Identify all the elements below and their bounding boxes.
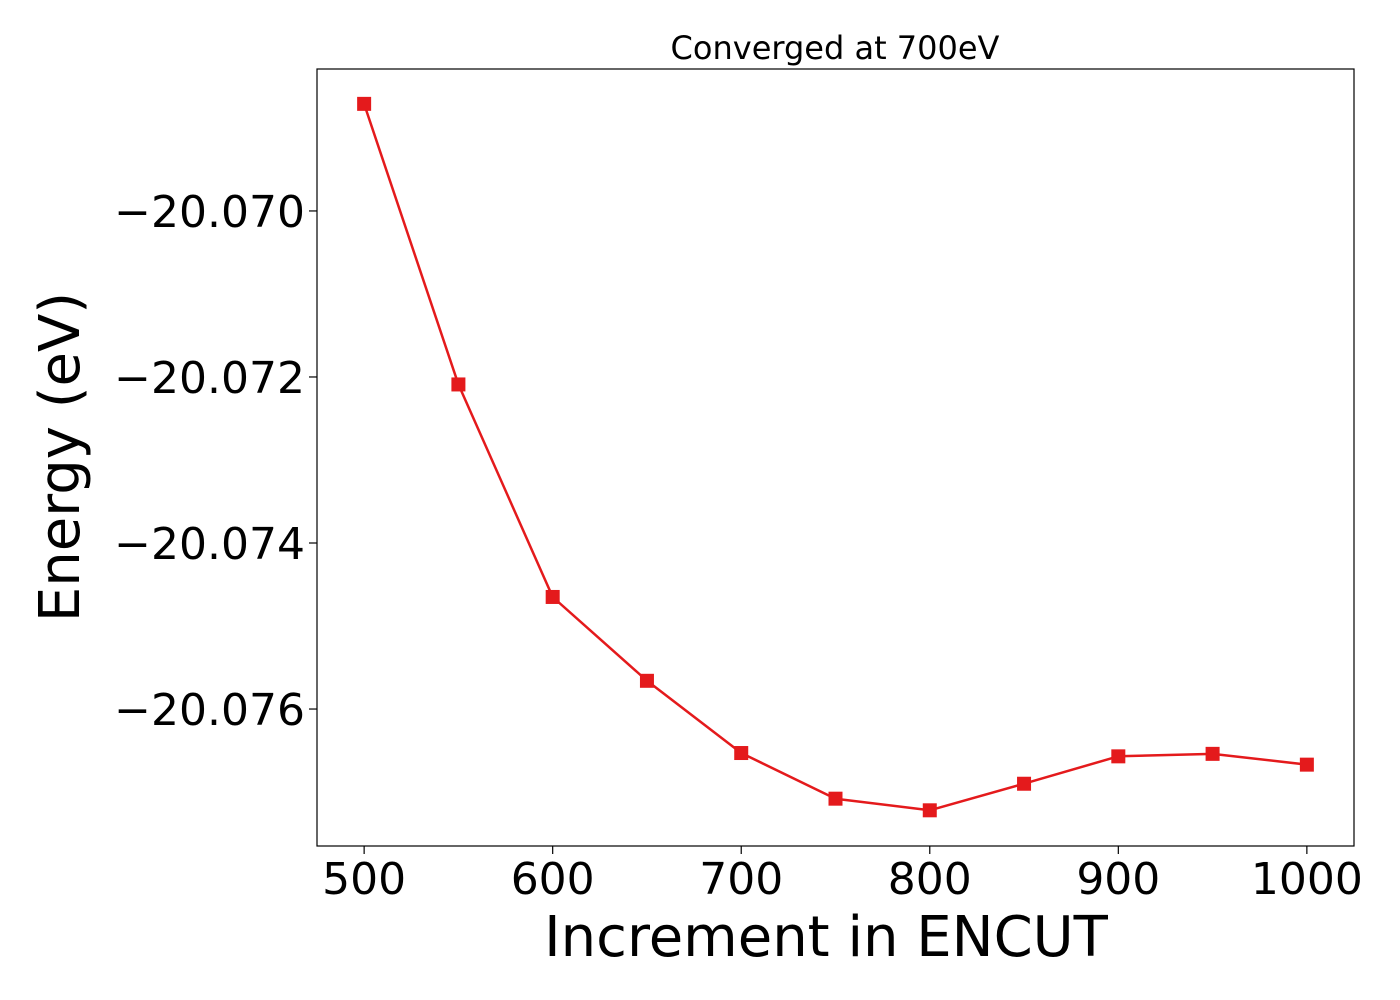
series-layer [357, 96, 1314, 818]
x-tick-label: 1000 [1251, 854, 1363, 905]
data-point-marker [451, 377, 466, 392]
y-axis-title: Energy (eV) [28, 292, 93, 622]
series-line [362, 103, 1308, 812]
data-point-marker [828, 791, 843, 806]
data-point-marker [1017, 776, 1032, 791]
y-tick-label: −20.072 [114, 353, 305, 404]
x-axis-title: Increment in ENCUT [544, 905, 1109, 970]
data-point-marker [1205, 746, 1220, 761]
y-axis-ticks: −20.070 −20.072 −20.074 −20.076 [114, 187, 317, 736]
data-point-marker [1111, 749, 1126, 764]
data-point-marker [545, 589, 560, 604]
x-tick-label: 900 [1076, 854, 1160, 905]
plot-area-frame [316, 68, 1355, 847]
x-axis-ticks: 500 600 700 800 900 1000 [322, 846, 1363, 905]
x-tick-label: 600 [511, 854, 595, 905]
y-tick-label: −20.076 [114, 685, 305, 736]
data-point-marker [734, 746, 749, 761]
data-point-marker [1299, 757, 1314, 772]
y-tick-label: −20.074 [114, 519, 305, 570]
chart-title: Converged at 700eV [671, 29, 1000, 67]
x-tick-label: 800 [888, 854, 972, 905]
data-point-marker [639, 673, 654, 688]
data-point-marker [922, 803, 937, 818]
x-tick-label: 500 [322, 854, 406, 905]
y-tick-label: −20.070 [114, 187, 305, 238]
data-point-marker [357, 96, 372, 111]
x-tick-label: 700 [699, 854, 783, 905]
